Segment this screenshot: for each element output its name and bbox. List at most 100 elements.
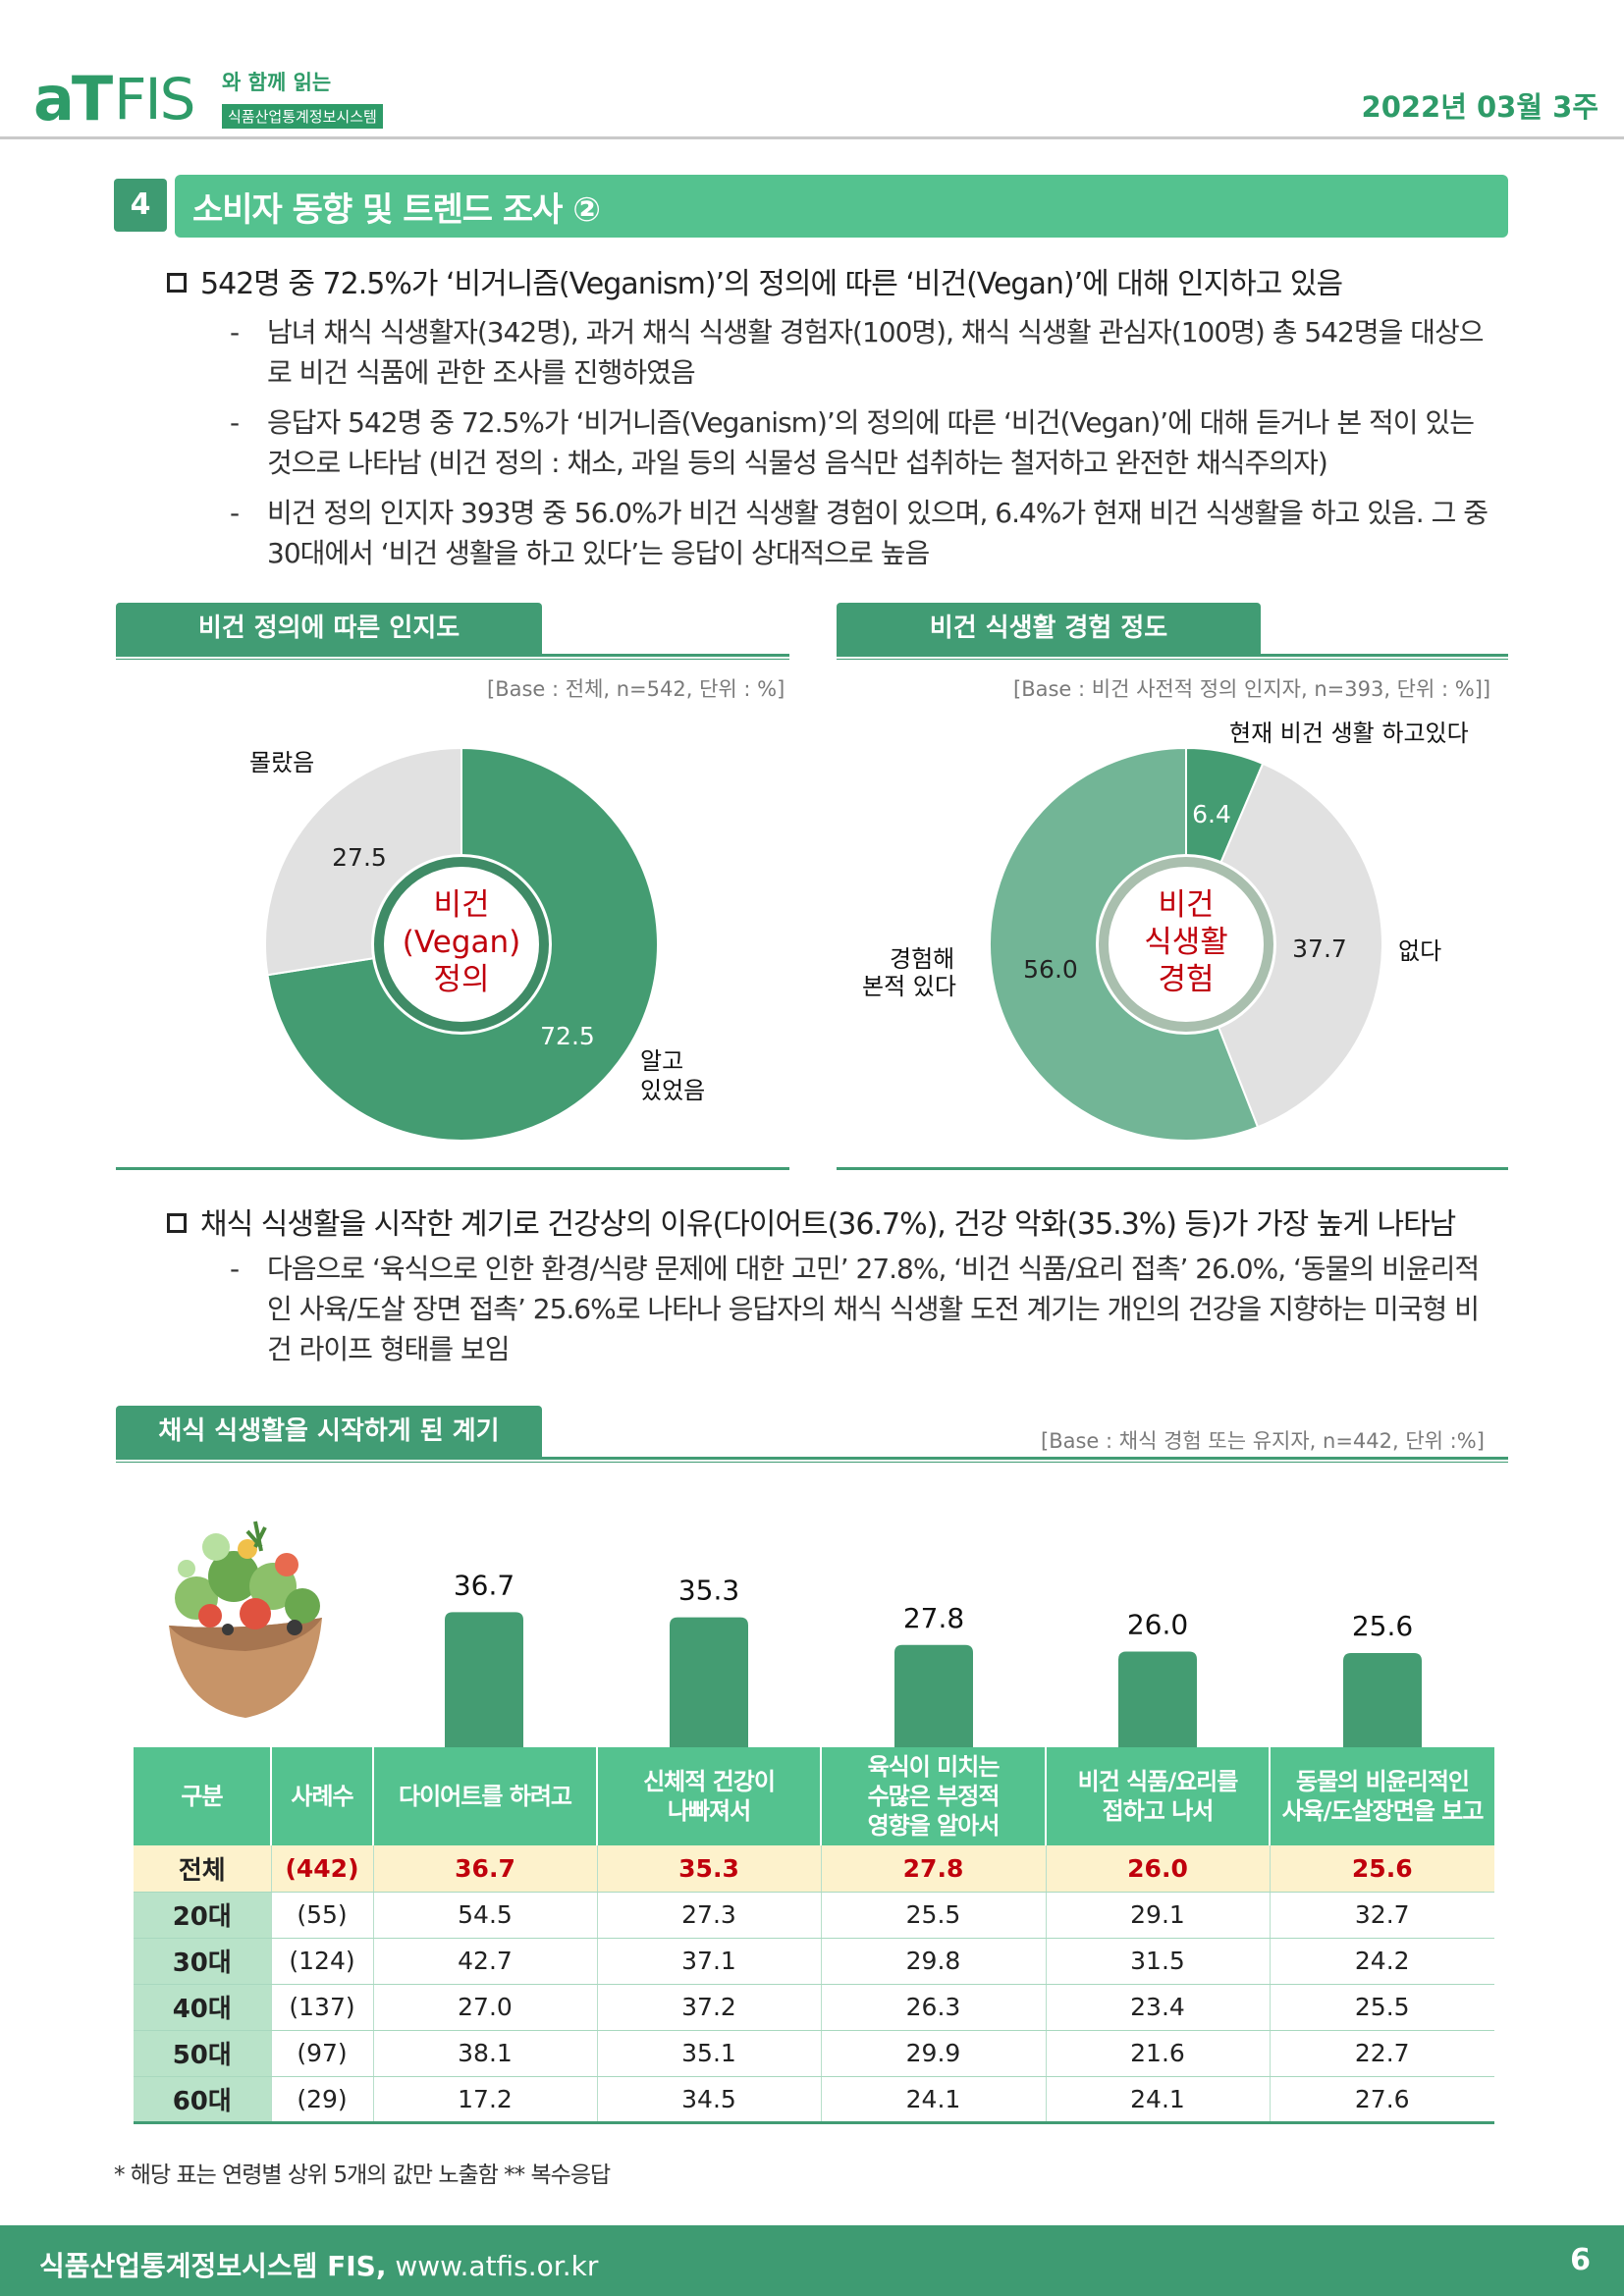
motivation-table: 구분 사례수 다이어트를 하려고 신체적 건강이 나빠져서 육식이 미치는 수많… bbox=[134, 1747, 1494, 2124]
table-cell: (137) bbox=[271, 1984, 374, 2031]
base-note: [Base : 전체, n=542, 단위 : %] bbox=[487, 677, 785, 701]
footnote: * 해당 표는 연령별 상위 5개의 값만 노출함 ** 복수응답 bbox=[114, 2163, 611, 2188]
sub-item: - 비건 정의 인지자 393명 중 56.0%가 비건 식생활 경험이 있으며… bbox=[230, 493, 1496, 573]
bullet-heading-2: 채식 식생활을 시작한 계기로 건강상의 이유(다이어트(36.7%), 건강 … bbox=[167, 1200, 1456, 1243]
bar-value-label: 27.8 bbox=[903, 1602, 964, 1634]
value-label-current: 6.4 bbox=[1192, 800, 1231, 828]
table-cell: 42.7 bbox=[373, 1938, 598, 1985]
table-cell: 24.1 bbox=[1046, 2076, 1271, 2124]
donut-ring bbox=[374, 857, 549, 1032]
table-row-total: 전체 (442) 36.7 35.3 27.8 26.0 25.6 bbox=[134, 1845, 1494, 1893]
label-known-line2: 있었음 bbox=[640, 1077, 706, 1104]
table-cell: (442) bbox=[271, 1845, 374, 1893]
donut-center-line: (Vegan) bbox=[403, 925, 520, 960]
awareness-donut-chart: 비건 (Vegan) 정의 72.5 27.5 bbox=[264, 746, 659, 1142]
sub-item-text: 비건 정의 인지자 393명 중 56.0%가 비건 식생활 경험이 있으며, … bbox=[267, 497, 1489, 569]
chart-bottom-rule bbox=[837, 1167, 1508, 1170]
label-none: 없다 bbox=[1398, 937, 1442, 965]
label-experienced-line1: 경험해 bbox=[890, 945, 955, 973]
bar-value-label: 36.7 bbox=[454, 1569, 514, 1601]
table-cell: 25.5 bbox=[1270, 1984, 1494, 2031]
column-header: 동물의 비윤리적인 사육/도살장면을 보고 bbox=[1270, 1747, 1494, 1845]
column-header: 사례수 bbox=[271, 1747, 374, 1845]
atfis-logo: aT FIS bbox=[33, 61, 195, 134]
chart-tab-awareness: 비건 정의에 따른 인지도 bbox=[116, 603, 542, 654]
value-label-none: 37.7 bbox=[1292, 934, 1347, 963]
base-note: [Base : 채식 경험 또는 유지자, n=442, 단위 :%] bbox=[1041, 1429, 1485, 1453]
table-cell: (97) bbox=[271, 2030, 374, 2077]
chart-bottom-rule bbox=[116, 1167, 789, 1170]
table-cell: 27.3 bbox=[597, 1892, 822, 1939]
sub-item-text: 응답자 542명 중 72.5%가 ‘비거니즘(Veganism)’의 정의에 … bbox=[267, 406, 1475, 479]
table-cell: 38.1 bbox=[373, 2030, 598, 2077]
table-cell: 60대 bbox=[134, 2076, 272, 2124]
tab-underline bbox=[116, 1457, 1508, 1463]
table-cell: 26.0 bbox=[1046, 1845, 1271, 1893]
pie-slice-none bbox=[1184, 762, 1383, 1129]
sub-item-text: 다음으로 ‘육식으로 인한 환경/식량 문제에 대한 고민’ 27.8%, ‘비… bbox=[267, 1253, 1480, 1365]
donut-center-line: 비건 bbox=[1158, 887, 1214, 923]
base-note: [Base : 비건 사전적 정의 인지자, n=393, 단위 : %]] bbox=[1013, 677, 1491, 701]
table-cell: 29.8 bbox=[821, 1938, 1047, 1985]
donut-center-line: 정의 bbox=[433, 962, 489, 997]
table-cell: 전체 bbox=[134, 1845, 272, 1893]
table-cell: 26.3 bbox=[821, 1984, 1047, 2031]
footer-system-name: 식품산업통계정보시스템 FIS, bbox=[39, 2250, 387, 2282]
table-cell: 27.8 bbox=[821, 1845, 1047, 1893]
donut-center-line: 식생활 bbox=[1144, 925, 1228, 960]
chart-tab-motivation: 채식 식생활을 시작하게 된 계기 bbox=[116, 1406, 542, 1457]
label-experienced-line2: 본적 있다 bbox=[862, 973, 956, 1000]
table-cell: 34.5 bbox=[597, 2076, 822, 2124]
value-label-known: 72.5 bbox=[540, 1022, 595, 1050]
dash-icon: - bbox=[230, 1253, 240, 1285]
square-bullet-icon bbox=[167, 273, 187, 293]
donut-ring bbox=[1099, 857, 1273, 1032]
label-known-line1: 알고 bbox=[640, 1047, 684, 1075]
table-cell: 37.1 bbox=[597, 1938, 822, 1985]
tab-underline bbox=[116, 654, 789, 660]
column-header: 다이어트를 하려고 bbox=[373, 1747, 598, 1845]
table-row: 50대 (97) 38.1 35.1 29.9 21.6 22.7 bbox=[134, 2030, 1494, 2077]
table-row: 60대 (29) 17.2 34.5 24.1 24.1 27.6 bbox=[134, 2076, 1494, 2124]
table-cell: 29.9 bbox=[821, 2030, 1047, 2077]
sub-item-text: 남녀 채식 식생활자(342명), 과거 채식 식생활 경험자(100명), 채… bbox=[267, 316, 1485, 389]
table-cell: (29) bbox=[271, 2076, 374, 2124]
table-row: 40대 (137) 27.0 37.2 26.3 23.4 25.5 bbox=[134, 1984, 1494, 2031]
logo-with-text: 와 함께 읽는 bbox=[222, 71, 332, 94]
column-header: 육식이 미치는 수많은 부정적 영향을 알아서 bbox=[821, 1747, 1047, 1845]
table-cell: 35.1 bbox=[597, 2030, 822, 2077]
table-cell: 24.2 bbox=[1270, 1938, 1494, 1985]
bar-value-label: 26.0 bbox=[1127, 1609, 1188, 1641]
motivation-bar-chart: 36.7 35.3 27.8 26.0 25.6 bbox=[445, 1569, 1422, 1747]
table-cell: 32.7 bbox=[1270, 1892, 1494, 1939]
chart-tab-experience: 비건 식생활 경험 정도 bbox=[837, 603, 1261, 654]
column-header: 비건 식품/요리를 접하고 나서 bbox=[1046, 1747, 1271, 1845]
issue-date: 2022년 03월 3주 bbox=[1361, 90, 1598, 124]
square-bullet-icon bbox=[167, 1213, 187, 1233]
sub-item: - 다음으로 ‘육식으로 인한 환경/식량 문제에 대한 고민’ 27.8%, … bbox=[230, 1249, 1496, 1369]
bar bbox=[1343, 1653, 1422, 1747]
footer-url[interactable]: www.atfis.or.kr bbox=[395, 2250, 599, 2282]
sub-item: - 남녀 채식 식생활자(342명), 과거 채식 식생활 경험자(100명),… bbox=[230, 312, 1496, 393]
bar bbox=[445, 1612, 523, 1747]
salad-bowl-icon bbox=[169, 1521, 322, 1718]
table-cell: 24.1 bbox=[821, 2076, 1047, 2124]
table-cell: (55) bbox=[271, 1892, 374, 1939]
logo-at-text: aT bbox=[33, 63, 113, 134]
dash-icon: - bbox=[230, 497, 240, 529]
table-cell: 50대 bbox=[134, 2030, 272, 2077]
table-cell: 27.0 bbox=[373, 1984, 598, 2031]
page-number: 6 bbox=[1570, 2243, 1591, 2277]
table-cell: 40대 bbox=[134, 1984, 272, 2031]
section-number: 4 bbox=[114, 179, 167, 232]
table-cell: 31.5 bbox=[1046, 1938, 1271, 1985]
donut-center-line: 비건 bbox=[433, 887, 489, 923]
value-label-unknown: 27.5 bbox=[332, 843, 387, 872]
footer-text: 식품산업통계정보시스템 FIS, www.atfis.or.kr bbox=[39, 2245, 598, 2284]
table-cell: (124) bbox=[271, 1938, 374, 1985]
table-header-row: 구분 사례수 다이어트를 하려고 신체적 건강이 나빠져서 육식이 미치는 수많… bbox=[134, 1747, 1494, 1845]
bar-value-label: 25.6 bbox=[1352, 1610, 1413, 1642]
table-row: 20대 (55) 54.5 27.3 25.5 29.1 32.7 bbox=[134, 1892, 1494, 1939]
table-cell: 35.3 bbox=[597, 1845, 822, 1893]
bullet-heading-text: 채식 식생활을 시작한 계기로 건강상의 이유(다이어트(36.7%), 건강 … bbox=[200, 1207, 1456, 1242]
